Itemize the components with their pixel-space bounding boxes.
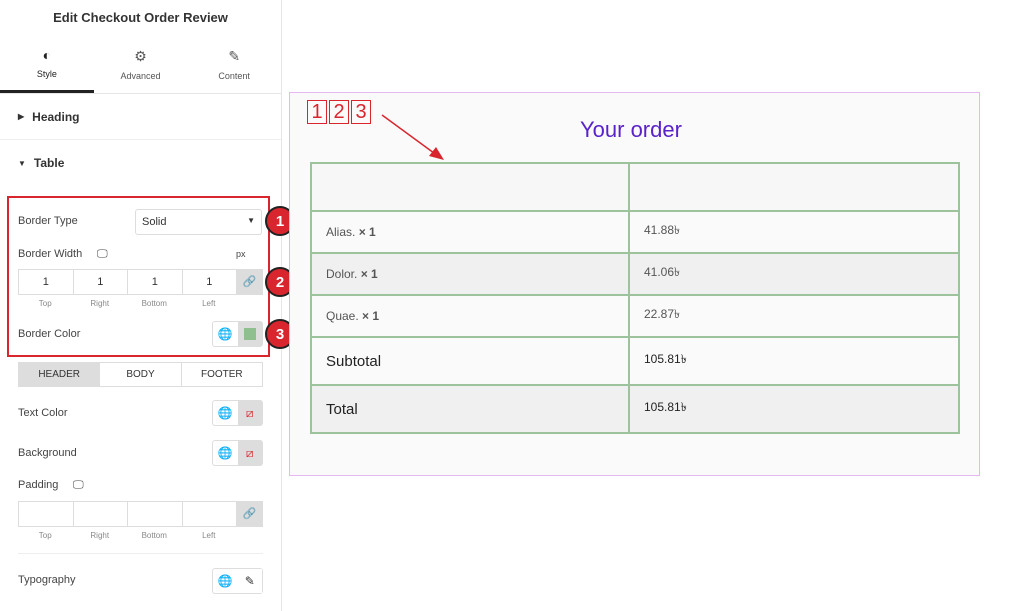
annotation-arrow	[381, 114, 444, 160]
caret-down-icon: ▼	[18, 158, 26, 168]
total-value: 105.81৳	[628, 384, 960, 434]
panel-title: Edit Checkout Order Review	[53, 10, 228, 25]
quantity: × 1	[360, 267, 378, 281]
table-header-row	[310, 162, 960, 212]
dim-label: Left	[202, 531, 216, 540]
quantity: × 1	[358, 225, 376, 239]
background-control[interactable]: 🌐 ⧄	[212, 440, 263, 466]
globe-icon[interactable]: 🌐	[217, 327, 233, 341]
text-color-control[interactable]: 🌐 ⧄	[212, 400, 263, 426]
padding-inputs: 🔗	[18, 501, 263, 527]
tab-style[interactable]: ◐ Style	[0, 36, 94, 93]
caret-right-icon: ▶	[18, 112, 25, 121]
order-table: Alias. × 1 41.88৳ Dolor. × 1 41.06৳ Quae. …	[310, 162, 960, 434]
dim-label: Top	[38, 299, 52, 308]
padding-top-input[interactable]	[18, 501, 73, 527]
tab-label: Style	[36, 69, 57, 79]
dim-label: Bottom	[141, 531, 167, 540]
table-row: Quae. × 1 22.87৳	[310, 294, 960, 338]
border-width-inputs: 1 1 1 1 🔗	[18, 269, 263, 295]
half-circle-icon: ◐	[42, 47, 52, 63]
globe-icon[interactable]: 🌐	[217, 574, 233, 588]
link-icon[interactable]: 🔗	[236, 501, 263, 527]
gear-icon: ⚙	[134, 48, 147, 64]
dim-label: Top	[38, 531, 52, 540]
tab-header[interactable]: HEADER	[19, 363, 101, 386]
section-label: Heading	[32, 109, 80, 124]
dim-label: Bottom	[141, 299, 167, 308]
product-cell: Alias. × 1	[310, 210, 630, 254]
dim-label: Right	[90, 299, 110, 308]
pencil-icon[interactable]: ✎	[237, 569, 262, 593]
width-right-input[interactable]: 1	[72, 269, 127, 295]
annotation-number: 3	[351, 100, 371, 124]
order-title: Your order	[580, 117, 682, 142]
quantity: × 1	[362, 309, 380, 323]
table-row: Alias. × 1 41.88৳	[310, 210, 960, 254]
section-label: Table	[33, 156, 65, 170]
total-row: Total 105.81৳	[310, 384, 960, 434]
tab-body[interactable]: BODY	[100, 363, 182, 386]
section-table[interactable]: ▼ Table	[0, 140, 281, 186]
no-color-icon[interactable]: ⧄	[237, 441, 262, 465]
product-name: Alias.	[326, 225, 356, 239]
subtotal-row: Subtotal 105.81৳	[310, 336, 960, 386]
subtotal-value: 105.81৳	[628, 336, 960, 386]
typography-label: Typography	[18, 574, 76, 586]
select-value: Solid	[142, 216, 167, 228]
dim-label: Right	[90, 531, 110, 540]
padding-left-input[interactable]	[181, 501, 236, 527]
editor-panel: Edit Checkout Order Review ◐ Style ⚙ Advan…	[0, 0, 282, 611]
padding-bottom-input[interactable]	[127, 501, 182, 527]
annotation-box	[7, 196, 270, 357]
globe-icon[interactable]: 🌐	[217, 446, 233, 460]
width-top-input[interactable]: 1	[18, 269, 73, 295]
background-label: Background	[18, 447, 77, 459]
header-cell	[628, 162, 960, 212]
typography-control[interactable]: 🌐 ✎	[212, 568, 263, 594]
color-swatch[interactable]	[237, 322, 262, 346]
table-row: Dolor. × 1 41.06৳	[310, 252, 960, 296]
link-icon[interactable]: 🔗	[236, 269, 263, 295]
border-color-control[interactable]: 🌐	[212, 321, 263, 347]
price-cell: 22.87৳	[628, 294, 960, 338]
no-color-icon[interactable]: ⧄	[237, 401, 262, 425]
border-type-label: Border Type	[18, 215, 78, 227]
tab-advanced[interactable]: ⚙ Advanced	[94, 36, 188, 93]
annotation-number: 1	[307, 100, 327, 124]
product-cell: Quae. × 1	[310, 294, 630, 338]
product-name: Quae.	[326, 309, 359, 323]
text-color-label: Text Color	[18, 407, 68, 419]
header-cell	[310, 162, 630, 212]
padding-label: Padding	[18, 479, 59, 491]
unit-select[interactable]: px	[236, 249, 246, 259]
price-cell: 41.06৳	[628, 252, 960, 296]
product-name: Dolor.	[326, 267, 358, 281]
border-type-select[interactable]: Solid ▼	[135, 209, 262, 235]
width-bottom-input[interactable]: 1	[127, 269, 182, 295]
section-heading[interactable]: ▶ Heading	[0, 94, 281, 140]
total-label: Total	[310, 384, 630, 434]
desktop-icon: 🖵	[97, 248, 108, 260]
desktop-icon: 🖵	[73, 479, 84, 491]
dim-label: Left	[202, 299, 216, 308]
pencil-icon: ✎	[228, 48, 241, 64]
globe-icon[interactable]: 🌐	[217, 406, 233, 420]
tab-content[interactable]: ✎ Content	[187, 36, 281, 93]
padding-right-input[interactable]	[72, 501, 127, 527]
tab-footer[interactable]: FOOTER	[200, 369, 243, 380]
price-cell: 41.88৳	[628, 210, 960, 254]
tab-label: Advanced	[120, 71, 161, 81]
divider	[18, 553, 263, 554]
annotation-number: 2	[329, 100, 349, 124]
border-width-label: Border Width	[18, 248, 83, 260]
width-left-input[interactable]: 1	[181, 269, 236, 295]
caret-down-icon: ▼	[247, 216, 255, 225]
table-part-tabs: HEADER BODY FOOTER	[18, 362, 263, 387]
tab-label: Content	[218, 71, 250, 81]
border-color-label: Border Color	[18, 328, 81, 340]
subtotal-label: Subtotal	[310, 336, 630, 386]
product-cell: Dolor. × 1	[310, 252, 630, 296]
